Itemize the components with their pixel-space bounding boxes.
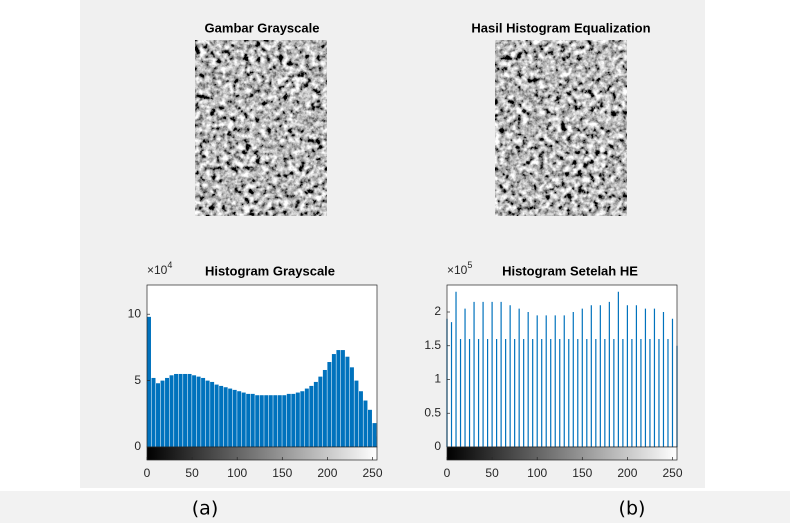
plot-area (447, 285, 677, 447)
bar (228, 388, 233, 447)
x-tick-label: 50 (485, 466, 499, 480)
bar (237, 391, 242, 447)
bar (264, 395, 269, 447)
bar (331, 354, 336, 447)
bar (345, 356, 350, 447)
bar (367, 409, 372, 447)
bar (309, 385, 314, 447)
bar (291, 393, 296, 447)
bar (201, 377, 206, 447)
bar (214, 384, 219, 447)
bar (340, 350, 345, 447)
bar (277, 395, 282, 447)
bar (205, 380, 210, 447)
x-tick-label: 200 (317, 466, 337, 480)
y-exponent: ×105 (447, 260, 472, 277)
bar (219, 385, 224, 447)
caption: (b) (619, 498, 646, 520)
bar (354, 380, 359, 447)
bar (336, 350, 341, 447)
bar (295, 392, 300, 447)
bar (318, 376, 323, 447)
y-tick-label: 2 (434, 304, 441, 318)
x-tick-label: 100 (227, 466, 247, 480)
y-exponent: ×104 (147, 260, 172, 277)
bar (156, 383, 161, 447)
bar (322, 369, 327, 447)
bar (273, 395, 278, 447)
bar (349, 367, 354, 447)
bar (363, 400, 368, 447)
colorbar (146, 446, 378, 461)
bar (210, 381, 215, 447)
x-tick-label: 250 (662, 466, 682, 480)
y-tick-label: 0 (434, 439, 441, 453)
y-tick-label: 1.5 (424, 338, 441, 352)
bar (358, 391, 363, 447)
y-tick-label: 0.5 (424, 405, 441, 419)
x-tick-label: 100 (527, 466, 547, 480)
bar (250, 393, 255, 447)
x-tick-label: 250 (362, 466, 382, 480)
bar (223, 387, 228, 447)
bar (196, 376, 201, 447)
bar (372, 436, 377, 447)
bar (304, 388, 309, 447)
bar (372, 423, 377, 447)
bar (255, 395, 260, 447)
bar (241, 392, 246, 447)
bar (327, 362, 332, 447)
image (195, 40, 327, 216)
bar (313, 381, 318, 447)
caption-band (0, 491, 790, 523)
exponent-power: 4 (167, 260, 172, 270)
bar (268, 395, 273, 447)
x-tick-label: 0 (444, 466, 451, 480)
x-tick-label: 0 (144, 466, 151, 480)
exponent-base: ×10 (147, 263, 168, 277)
bar (151, 377, 156, 447)
bar (178, 373, 183, 447)
exponent-base: ×10 (447, 263, 468, 277)
y-tick-label: 0 (134, 439, 141, 453)
y-tick-label: 5 (134, 373, 141, 387)
image-title: Hasil Histogram Equalization (471, 20, 650, 35)
x-tick-label: 50 (185, 466, 199, 480)
bar (147, 316, 151, 447)
x-tick-label: 150 (272, 466, 292, 480)
bar (232, 389, 237, 447)
exponent-power: 5 (467, 260, 472, 270)
image (495, 40, 627, 216)
chart-title: Histogram Setelah HE (502, 263, 638, 278)
bar (286, 393, 291, 447)
bar (246, 393, 251, 447)
x-tick-label: 200 (617, 466, 637, 480)
bar (192, 375, 197, 447)
bar (165, 377, 170, 447)
bar (300, 391, 305, 447)
image-title: Gambar Grayscale (205, 20, 320, 35)
bar (259, 395, 264, 447)
caption: (a) (192, 498, 218, 520)
y-tick-label: 10 (128, 306, 142, 320)
bar (183, 373, 188, 447)
bar (282, 395, 287, 447)
bar (169, 375, 174, 447)
y-tick-label: 1 (434, 372, 441, 386)
bar (160, 380, 165, 447)
chart-title: Histogram Grayscale (205, 263, 335, 278)
bar (174, 373, 179, 447)
x-tick-label: 150 (572, 466, 592, 480)
colorbar (446, 446, 678, 461)
bar (187, 373, 192, 447)
